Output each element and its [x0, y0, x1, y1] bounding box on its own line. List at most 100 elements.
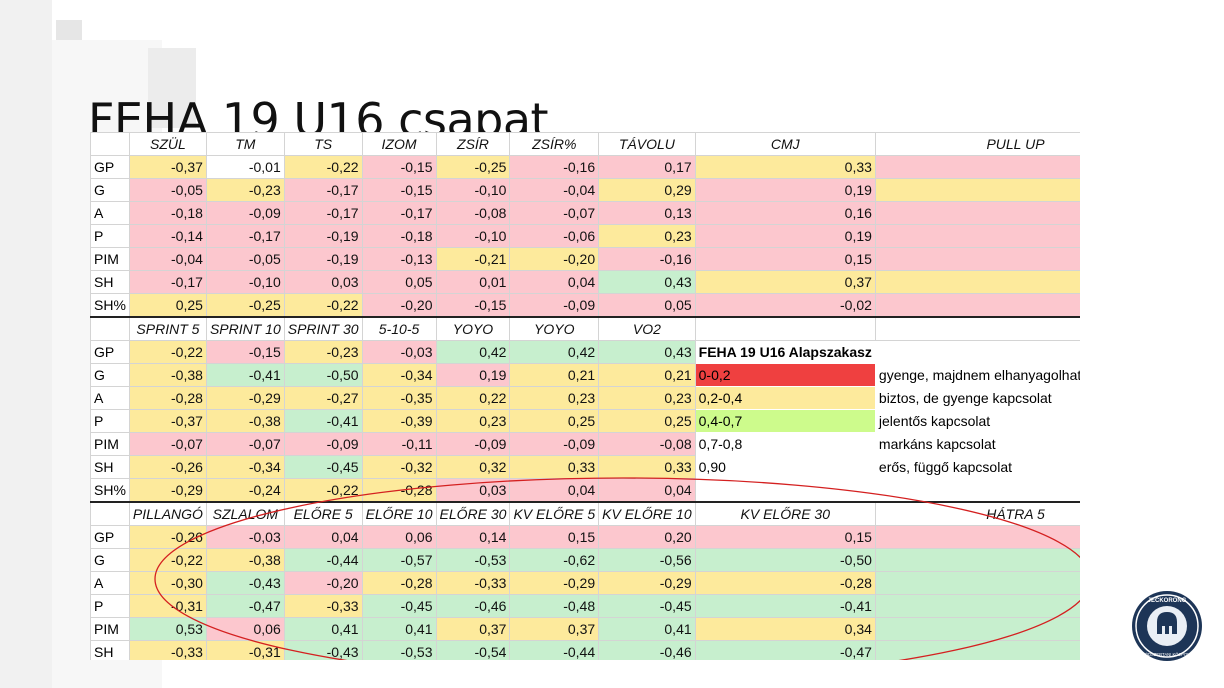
- value-cell: -0,38: [205, 409, 285, 433]
- column-header: VO2: [598, 316, 696, 341]
- value-cell: -0,46: [874, 594, 1080, 618]
- value-cell: -0,23: [283, 340, 363, 364]
- value-cell: 0,23: [435, 409, 511, 433]
- value-cell: -0,11: [361, 432, 437, 456]
- legend-range: 0-0,2: [695, 363, 876, 387]
- value-cell: -0,10: [205, 270, 285, 294]
- value-cell: -0,16: [509, 155, 600, 179]
- value-cell: 0,23: [598, 386, 696, 410]
- value-cell: -0,46: [598, 640, 696, 660]
- value-cell: -0,15: [361, 155, 437, 179]
- row-label: PIM: [90, 617, 130, 641]
- value-cell: -0,32: [361, 455, 437, 479]
- value-cell: -0,47: [205, 594, 285, 618]
- value-cell: -0,44: [283, 548, 363, 572]
- table-row: G-0,05-0,23-0,17-0,15-0,10-0,040,290,190…: [90, 178, 1080, 202]
- column-header: KV ELŐRE 30: [694, 501, 876, 526]
- value-cell: 0,23: [509, 386, 600, 410]
- value-cell: -0,41: [694, 594, 876, 618]
- value-cell: -0,17: [283, 201, 363, 225]
- column-header: HÁTRA 5: [874, 501, 1080, 526]
- corner-cell: [90, 501, 130, 526]
- table-row: A -0,30 -0,43 -0,20 -0,28 -0,33 -0,29 -0,29 -0,2…: [90, 571, 1080, 595]
- empty-cell: [874, 316, 1080, 341]
- value-cell: -0,60: [874, 640, 1080, 660]
- value-cell: 0,37: [694, 270, 876, 294]
- value-cell: 0,37: [435, 617, 511, 641]
- value-cell: -0,28: [361, 478, 437, 503]
- column-header: TS: [283, 132, 363, 156]
- table-row: SH-0,17-0,100,030,050,010,040,430,370,28…: [90, 270, 1080, 294]
- value-cell: 0,03: [435, 478, 511, 503]
- value-cell: 0,29: [598, 178, 696, 202]
- legend-description: erős, függő kapcsolat: [878, 459, 1012, 475]
- column-header: ZSÍR: [435, 132, 511, 156]
- value-cell: 0,14: [435, 525, 511, 549]
- value-cell: -0,38: [128, 363, 207, 387]
- empty-cell: [695, 479, 875, 503]
- value-cell: 0,41: [283, 617, 363, 641]
- value-cell: 0,41: [598, 617, 696, 641]
- row-label: SH%: [90, 293, 130, 318]
- value-cell: -0,15: [205, 340, 285, 364]
- value-cell: 0,06: [361, 525, 437, 549]
- value-cell: 0,20: [598, 525, 696, 549]
- empty-cell: [694, 316, 876, 341]
- table-row: SH% 0,25 -0,25 -0,22 -0,20 -0,15 -0,09 0,05 -0,0…: [90, 293, 1080, 318]
- table-row: PIM -0,07 -0,07 -0,09 -0,11 -0,09 -0,09 -0,08 0,…: [90, 432, 1081, 456]
- legend-range: 0,4-0,7: [695, 409, 876, 433]
- value-cell: -0,33: [283, 594, 363, 618]
- column-header: PILLANGÓ: [128, 501, 207, 526]
- value-cell: -0,07: [509, 201, 600, 225]
- value-cell: -0,19: [283, 224, 363, 248]
- value-cell: -0,13: [361, 247, 437, 271]
- legend-description: biztos, de gyenge kapcsolat: [878, 390, 1052, 406]
- table-row: A -0,28 -0,29 -0,27 -0,35 0,22 0,23 0,23 0,2-0,4…: [90, 386, 1081, 410]
- value-cell: -0,28: [128, 386, 207, 410]
- row-label: P: [90, 224, 130, 248]
- column-header: YOYO: [509, 316, 600, 341]
- legend-description: gyenge, majdnem elhanyagolható kapcsolat: [878, 367, 1080, 383]
- value-cell: -0,02: [694, 293, 876, 318]
- value-cell: 0,04: [598, 478, 696, 503]
- column-header: YOYO: [435, 316, 511, 341]
- value-cell: 0,33: [598, 455, 696, 479]
- value-cell: -0,25: [205, 293, 285, 318]
- value-cell: -0,41: [283, 409, 363, 433]
- corner-cell: [90, 132, 130, 156]
- value-cell: -0,29: [598, 571, 696, 595]
- value-cell: 0,53: [128, 617, 207, 641]
- value-cell: 0,42: [509, 340, 600, 364]
- value-cell: -0,07: [205, 432, 285, 456]
- value-cell: 0,15: [509, 525, 600, 549]
- column-header: PULL UP: [874, 132, 1080, 156]
- value-cell: -0,30: [128, 571, 207, 595]
- value-cell: 0,03: [283, 270, 363, 294]
- column-header: ELŐRE 5: [283, 501, 363, 526]
- table-row: P -0,37 -0,38 -0,41 -0,39 0,23 0,25 0,25 0,4-0,7…: [90, 409, 1081, 433]
- value-cell: -0,06: [509, 224, 600, 248]
- value-cell: -0,09: [509, 432, 600, 456]
- column-header: SPRINT 10: [205, 316, 285, 341]
- value-cell: -0,09: [205, 201, 285, 225]
- value-cell: -0,50: [283, 363, 363, 387]
- column-header: SPRINT 5: [128, 316, 207, 341]
- column-header: CMJ: [694, 132, 876, 156]
- table-row: P -0,31 -0,47 -0,33 -0,45 -0,46 -0,48 -0,45 -0,4…: [90, 594, 1080, 618]
- value-cell: -0,53: [435, 548, 511, 572]
- value-cell: -0,22: [283, 478, 363, 503]
- table-row: SH% -0,29 -0,24 -0,22 -0,28 0,03 0,04 0,04: [90, 478, 1081, 503]
- value-cell: 0,25: [598, 409, 696, 433]
- logo-bottom-text: MÓDSZERTANI KÖZPONT: [1141, 652, 1193, 657]
- header-row: PILLANGÓ SZLALOM ELŐRE 5 ELŐRE 10 ELŐRE 30 KV…: [90, 501, 1080, 526]
- value-cell: 0,56: [874, 617, 1080, 641]
- value-cell: -0,45: [598, 594, 696, 618]
- empty-cell: [875, 341, 1080, 364]
- row-label: A: [90, 201, 130, 225]
- value-cell: -0,42: [874, 571, 1080, 595]
- value-cell: 0,04: [509, 478, 600, 503]
- value-cell: -0,43: [283, 640, 363, 660]
- row-label: A: [90, 386, 130, 410]
- value-cell: -0,50: [694, 548, 876, 572]
